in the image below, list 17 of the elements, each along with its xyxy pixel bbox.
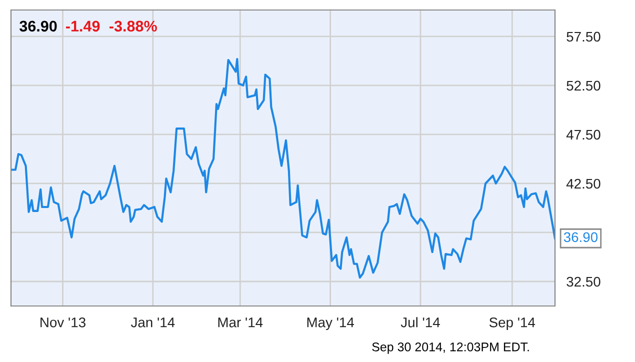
y-tick-label: 57.50 [566, 32, 600, 42]
x-tick-label: May '14 [307, 318, 354, 330]
y-tick-label: 52.50 [566, 80, 600, 91]
text: Sep 30 2014, 12:03PM EDT. [372, 342, 529, 354]
annotation: -3.88% [110, 20, 157, 32]
annotation: 36.90 [564, 232, 598, 242]
y-tick-label: 32.50 [566, 276, 600, 287]
x-tick-label: Nov '13 [40, 317, 86, 328]
annotation: -1.49 [66, 20, 100, 32]
x-tick-label: Mar '14 [218, 318, 263, 328]
text: 36.90 [20, 20, 57, 32]
x-tick-label: Jan '14 [130, 318, 175, 328]
y-tick-label: 47.50 [566, 130, 600, 140]
line-series [11, 58, 555, 279]
x-tick-label: Sep '14 [489, 317, 536, 330]
y-tick-label: 42.50 [566, 178, 600, 189]
x-tick-label: Jul '14 [400, 317, 440, 328]
